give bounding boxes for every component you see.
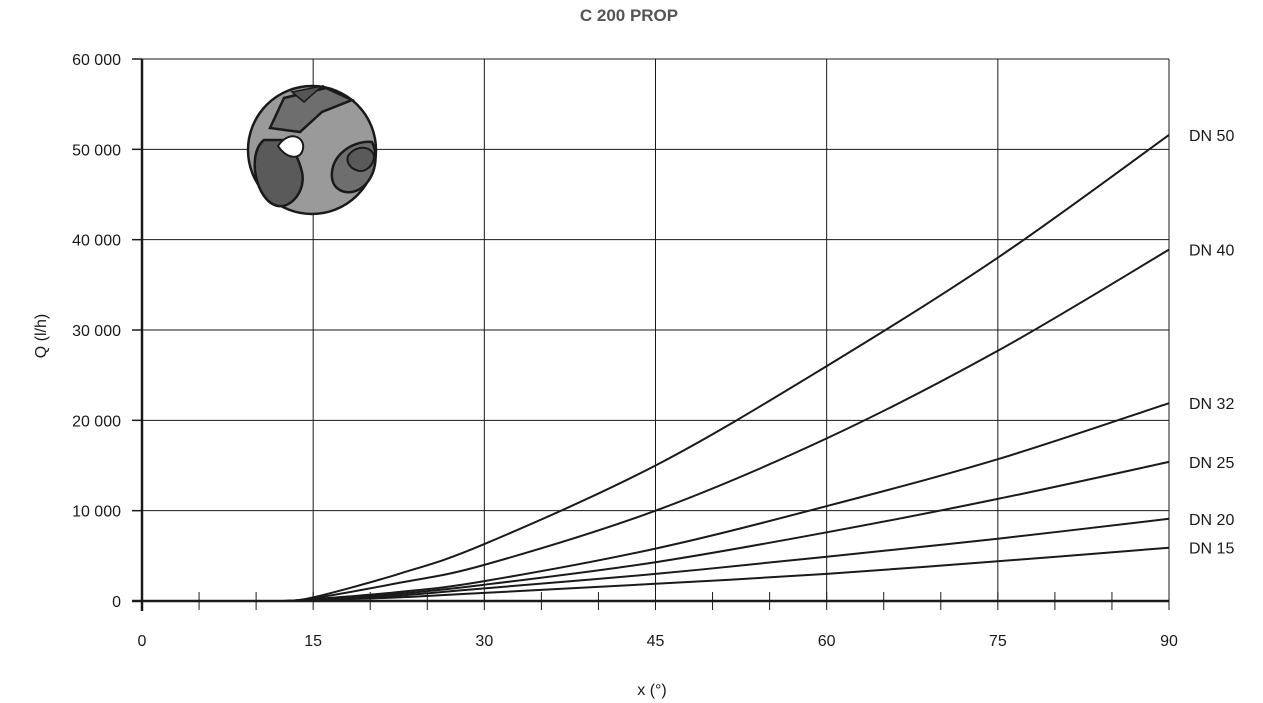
series-line-dn-40: [284, 248, 1170, 602]
series-label: DN 25: [1189, 455, 1234, 472]
x-tick-label: 75: [989, 633, 1007, 650]
series-line-dn-50: [284, 134, 1170, 602]
tick-labels: 0 15 30 45 60 75 90 0 10 000 20 000 30 000 40 000 50…: [72, 52, 1178, 650]
ball-valve-icon: [246, 84, 378, 216]
x-tick-label: 30: [475, 633, 493, 650]
series-lines: [284, 134, 1170, 602]
chart-title: C 200 PROP: [580, 6, 678, 25]
y-tick-label: 20 000: [72, 413, 121, 430]
y-tick-label: 40 000: [72, 233, 121, 250]
y-tick-label: 50 000: [72, 142, 121, 159]
y-tick-label: 30 000: [72, 323, 121, 340]
x-tick-label: 15: [304, 633, 322, 650]
x-tick-label: 45: [647, 633, 665, 650]
y-tick-label: 10 000: [72, 504, 121, 521]
series-label: DN 50: [1189, 128, 1234, 145]
y-tick-label: 60 000: [72, 52, 121, 69]
x-tick-label: 0: [138, 633, 147, 650]
series-label: DN 20: [1189, 512, 1234, 529]
series-label: DN 32: [1189, 396, 1234, 413]
y-axis-title: Q (l/h): [33, 314, 50, 358]
series-line-dn-15: [284, 546, 1170, 602]
series-label: DN 40: [1189, 243, 1234, 260]
series-labels: DN 50 DN 40 DN 32 DN 25 DN 20 DN 15: [1189, 128, 1234, 558]
series-label: DN 15: [1189, 541, 1234, 558]
x-tick-label: 90: [1160, 633, 1178, 650]
x-tick-label: 60: [818, 633, 836, 650]
series-line-dn-25: [284, 460, 1170, 602]
series-line-dn-32: [284, 402, 1170, 602]
x-axis-title: x (°): [637, 682, 667, 699]
y-tick-label: 0: [112, 594, 121, 611]
